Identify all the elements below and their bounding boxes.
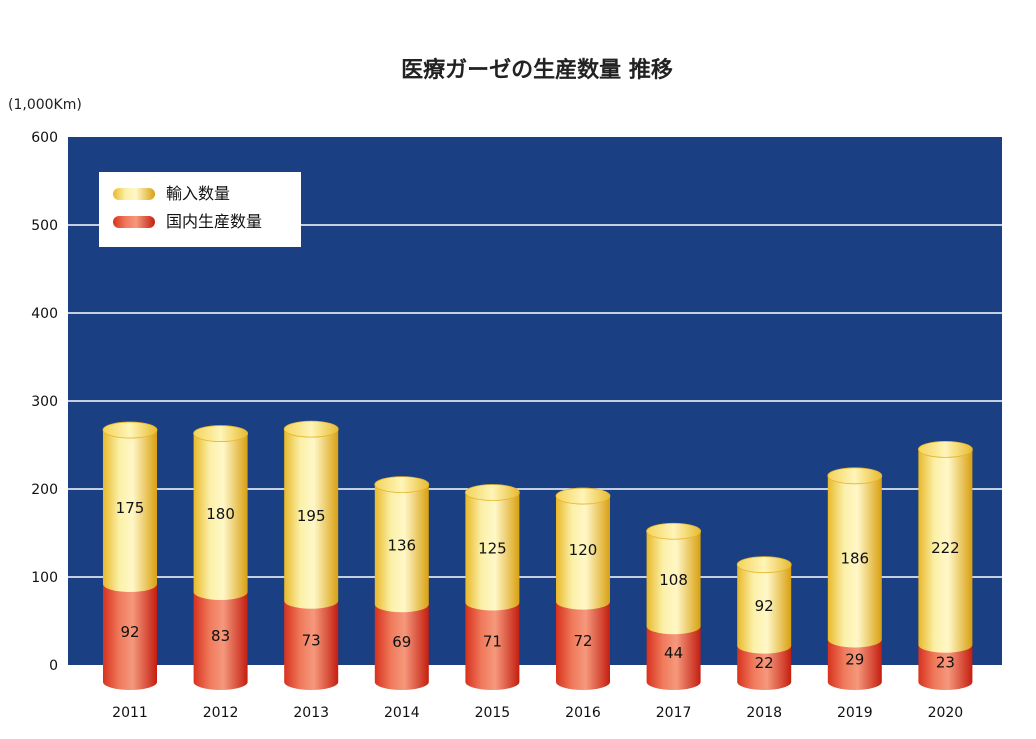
data-label-domestic: 69 [392, 633, 411, 651]
bar-top-cap [827, 467, 883, 485]
chart-title: 医療ガーゼの生産数量 推移 [401, 57, 673, 83]
legend-item: 輸入数量 [113, 184, 230, 203]
y-tick-label: 500 [31, 218, 58, 234]
bar-import [374, 484, 429, 613]
data-label-import: 180 [206, 505, 235, 523]
x-axis-ticks: 2011 2012 2013 2014 2015 2016 2017 2018 2019 2020 [112, 705, 963, 721]
x-tick-label: 2011 [112, 705, 148, 721]
legend-label: 国内生産数量 [166, 212, 262, 231]
bar-import [737, 564, 792, 654]
data-label-import: 120 [569, 541, 598, 559]
legend-swatch [113, 216, 155, 228]
y-tick-label: 300 [31, 394, 58, 410]
data-label-domestic: 83 [211, 627, 230, 645]
y-axis-ticks: 0 100 200 300 400 500 600 [31, 130, 58, 674]
data-label-import: 222 [931, 539, 960, 557]
bar-2017: 108 44 [646, 522, 701, 690]
bars: 175 92 180 83 195 73 136 69 125 71 120 72 108 44 92 22 1… [102, 420, 973, 690]
data-label-domestic: 71 [483, 632, 502, 650]
y-tick-label: 0 [49, 658, 58, 674]
bar-top-cap [283, 420, 339, 438]
data-label-import: 195 [297, 507, 326, 525]
bar-2018: 92 22 [736, 556, 792, 690]
legend-box [99, 172, 301, 247]
bar-2015: 125 71 [464, 484, 520, 690]
x-tick-label: 2012 [203, 705, 239, 721]
bar-domestic [193, 591, 248, 690]
x-tick-label: 2017 [656, 705, 692, 721]
data-label-domestic: 44 [664, 644, 683, 662]
bar-import [193, 433, 248, 600]
bar-2019: 186 29 [827, 467, 883, 690]
y-tick-label: 400 [31, 306, 58, 322]
bar-import [918, 449, 973, 653]
data-label-domestic: 29 [845, 651, 864, 669]
bar-top-cap [736, 556, 792, 574]
bar-import [103, 430, 157, 593]
bar-domestic [918, 644, 973, 690]
legend-swatch [113, 188, 155, 200]
bar-domestic [737, 645, 792, 690]
bar-domestic [465, 602, 520, 690]
data-label-domestic: 22 [755, 654, 774, 672]
bar-domestic [103, 584, 157, 690]
data-label-import: 108 [659, 571, 688, 589]
x-tick-label: 2018 [746, 705, 782, 721]
x-tick-label: 2020 [928, 705, 964, 721]
y-axis-unit: (1,000Km) [8, 97, 82, 113]
legend-label: 輸入数量 [166, 184, 230, 203]
x-tick-label: 2015 [475, 705, 511, 721]
bar-domestic [646, 626, 701, 690]
y-tick-label: 200 [31, 482, 58, 498]
data-label-import: 92 [755, 597, 774, 615]
bar-2012: 180 83 [193, 425, 249, 690]
bar-import [284, 429, 339, 609]
legend-item: 国内生産数量 [113, 212, 262, 231]
bar-top-cap [918, 440, 973, 458]
data-label-import: 186 [840, 550, 869, 568]
bar-domestic [374, 604, 429, 690]
bar-domestic [284, 600, 339, 690]
x-tick-label: 2016 [565, 705, 601, 721]
data-label-domestic: 23 [936, 653, 955, 671]
bar-top-cap [646, 522, 701, 540]
bar-2016: 120 72 [555, 487, 611, 690]
bar-2020: 222 23 [918, 440, 973, 690]
data-label-domestic: 73 [302, 631, 321, 649]
bar-2013: 195 73 [283, 420, 339, 690]
bar-domestic [556, 601, 610, 690]
bar-top-cap [555, 487, 611, 505]
bar-top-cap [464, 484, 520, 501]
data-label-domestic: 72 [573, 632, 592, 650]
data-label-import: 136 [387, 536, 416, 554]
bar-domestic [827, 639, 882, 690]
bar-import [646, 531, 701, 635]
bar-import [556, 496, 610, 610]
bar-top-cap [102, 421, 158, 439]
data-label-import: 125 [478, 540, 507, 558]
x-tick-label: 2019 [837, 705, 873, 721]
bar-2014: 136 69 [374, 476, 430, 690]
bar-top-cap [193, 425, 249, 442]
bar-import [827, 475, 882, 648]
x-tick-label: 2013 [293, 705, 329, 721]
x-tick-label: 2014 [384, 705, 420, 721]
bar-import [465, 492, 520, 611]
y-tick-label: 100 [31, 570, 58, 586]
y-tick-label: 600 [31, 130, 58, 146]
data-label-import: 175 [116, 499, 145, 517]
bar-2011: 175 92 [102, 421, 158, 690]
data-label-domestic: 92 [120, 623, 139, 641]
bar-top-cap [374, 476, 430, 494]
